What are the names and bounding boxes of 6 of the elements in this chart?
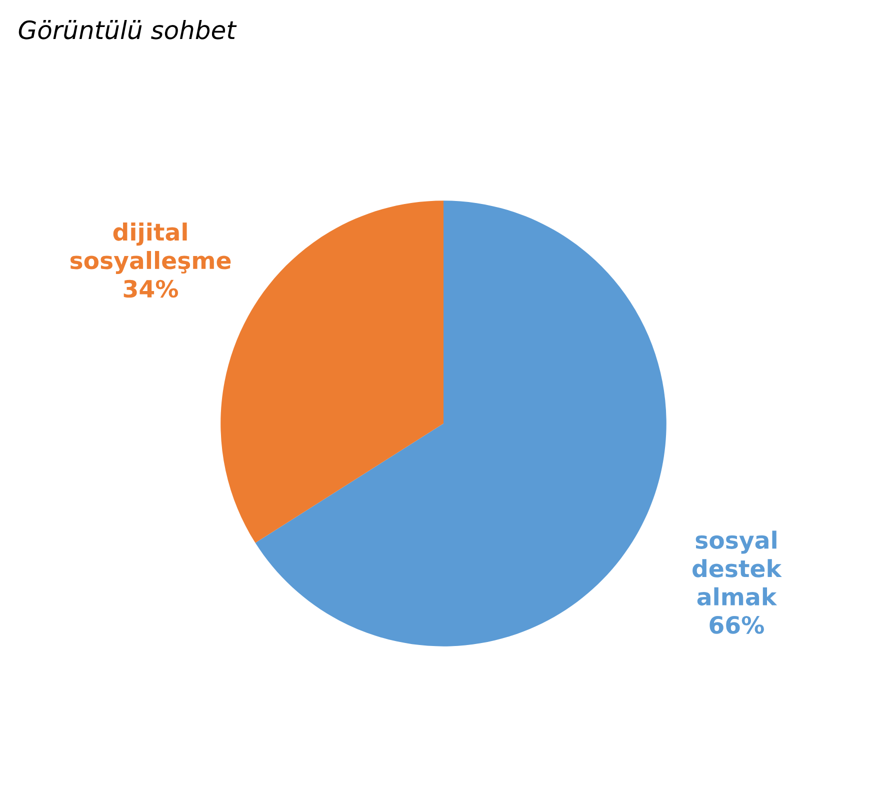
slice-label: sosyal destek almak [692, 530, 782, 606]
chart-title: Görüntülü sohbet [18, 20, 237, 40]
data-label: 34% [124, 280, 178, 298]
slice-label: dijital sosyalleşme [70, 222, 231, 274]
data-label: 66% [710, 616, 764, 634]
pie-slice [255, 200, 666, 646]
